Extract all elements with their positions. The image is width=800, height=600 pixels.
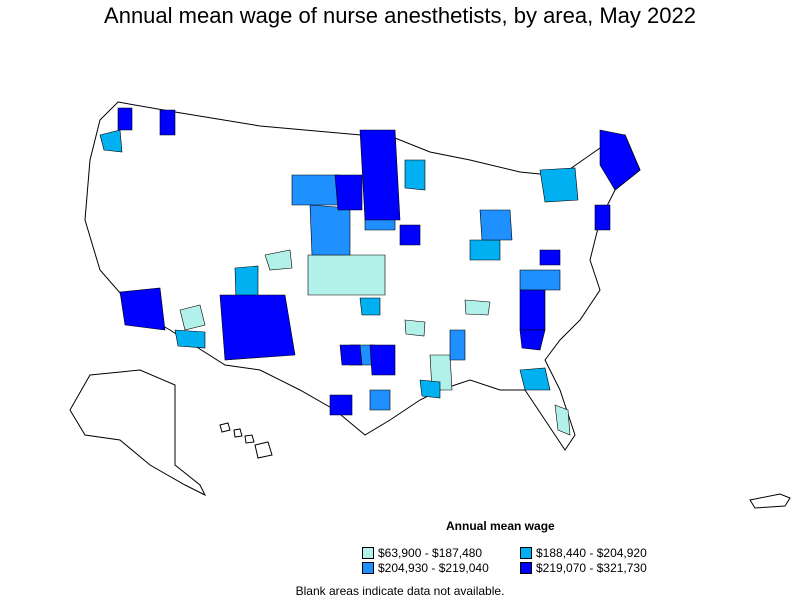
map-title: Annual mean wage of nurse anesthetists, …	[104, 3, 696, 28]
alaska-outline	[69, 369, 207, 497]
legend-label: $219,070 - $321,730	[536, 561, 647, 575]
legend-swatch	[362, 562, 374, 574]
legend-swatch	[520, 562, 532, 574]
legend-item-second: $188,440 - $204,920	[520, 546, 647, 560]
legend-label: $188,440 - $204,920	[536, 546, 647, 560]
regions-second	[99, 129, 579, 399]
legend-item-third: $204,930 - $219,040	[362, 561, 489, 575]
puerto-rico-outline	[749, 493, 791, 509]
legend-label: $63,900 - $187,480	[378, 546, 483, 560]
legend-item-lowest: $63,900 - $187,480	[362, 546, 482, 560]
blank-areas-note: Blank areas indicate data not available.	[295, 584, 505, 598]
legend-swatch	[362, 547, 374, 559]
regions-highest	[117, 107, 641, 416]
legend-title: Annual mean wage	[446, 519, 555, 533]
hawaii-islands	[219, 422, 273, 459]
us-map	[69, 101, 791, 509]
legend-label: $204,930 - $219,040	[378, 561, 489, 575]
regions-lowest	[179, 249, 571, 436]
legend-item-highest: $219,070 - $321,730	[520, 561, 647, 575]
legend-swatch	[520, 547, 532, 559]
